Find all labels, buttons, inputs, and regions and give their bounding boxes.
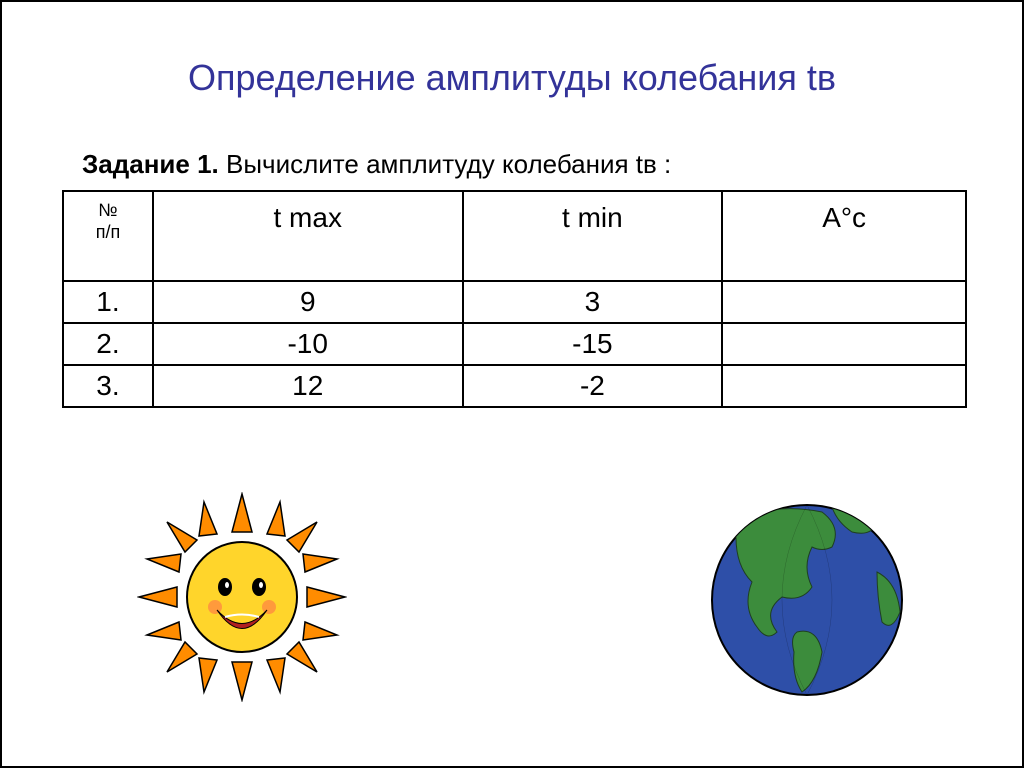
cell-ac [722,365,966,407]
table-row: 3. 12 -2 [63,365,966,407]
amplitude-table: № п/п t max t min А°с 1. 9 3 2. -10 -15 … [62,190,967,408]
sun-icon [137,492,347,707]
col-header-tmax: t max [153,191,463,281]
col-header-rownum: № п/п [63,191,153,281]
cell-rownum: 3. [63,365,153,407]
cell-tmin: 3 [463,281,723,323]
cell-ac [722,281,966,323]
cell-tmax: 9 [153,281,463,323]
table-header-row: № п/п t max t min А°с [63,191,966,281]
col-header-ac: А°с [722,191,966,281]
table-row: 2. -10 -15 [63,323,966,365]
cell-tmax: 12 [153,365,463,407]
cell-ac [722,323,966,365]
rownum-hd-l1: № [98,200,117,220]
cell-tmin: -2 [463,365,723,407]
task-line: Задание 1. Вычислите амплитуду колебания… [82,149,942,180]
cell-tmax: -10 [153,323,463,365]
col-header-tmin: t min [463,191,723,281]
task-text: Вычислите амплитуду колебания tв : [219,149,671,179]
cell-tmin: -15 [463,323,723,365]
earth-icon [702,492,912,707]
table-row: 1. 9 3 [63,281,966,323]
cell-rownum: 1. [63,281,153,323]
rownum-hd-l2: п/п [96,222,121,242]
cell-rownum: 2. [63,323,153,365]
page-title: Определение амплитуды колебания tв [2,57,1022,99]
task-label: Задание 1. [82,149,219,179]
clipart-area [2,462,1022,722]
